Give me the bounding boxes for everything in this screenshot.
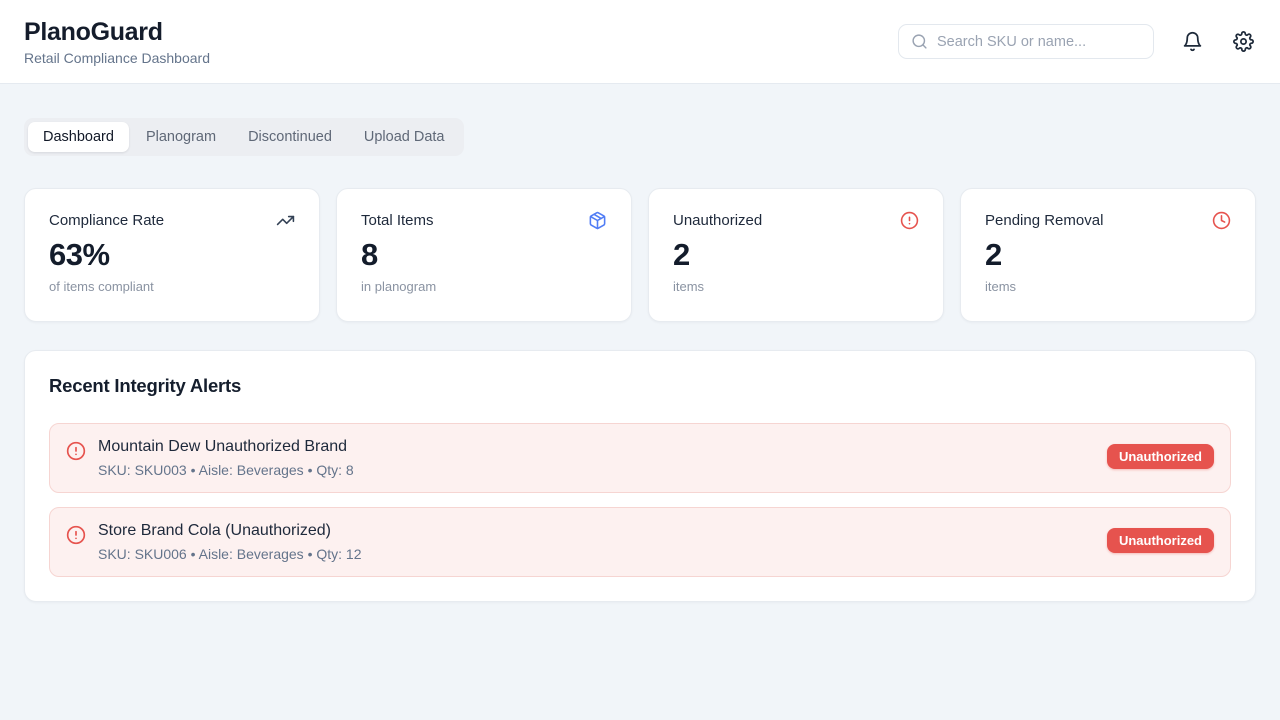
trending-up-icon xyxy=(276,211,295,230)
stat-card-total-items: Total Items 8 in planogram xyxy=(336,188,632,322)
stats-row: Compliance Rate 63% of items compliant T… xyxy=(24,188,1256,322)
stat-value: 2 xyxy=(673,237,690,272)
alert-row: Store Brand Cola (Unauthorized) SKU: SKU… xyxy=(49,507,1231,577)
app-title: PlanoGuard xyxy=(24,18,163,46)
status-badge-unauthorized: Unauthorized xyxy=(1106,444,1214,469)
search-input[interactable] xyxy=(937,33,1141,50)
clock-icon xyxy=(1212,211,1231,230)
stat-value: 8 xyxy=(361,237,378,272)
stat-label: Unauthorized xyxy=(673,212,763,229)
stat-subtext: of items compliant xyxy=(49,279,154,295)
search-icon xyxy=(911,33,928,50)
stat-card-compliance-rate: Compliance Rate 63% of items compliant xyxy=(24,188,320,322)
header-actions xyxy=(898,24,1256,59)
alert-item-name: Store Brand Cola (Unauthorized) xyxy=(98,522,332,539)
notifications-button[interactable] xyxy=(1180,29,1205,54)
alerts-panel: Recent Integrity Alerts Mountain Dew Una… xyxy=(24,350,1256,602)
stat-card-pending-removal: Pending Removal 2 items xyxy=(960,188,1256,322)
brand: PlanoGuard Retail Compliance Dashboard xyxy=(24,17,210,66)
alert-item-meta: SKU: SKU003 • Aisle: Beverages • Qty: 8 xyxy=(98,462,354,478)
stat-subtext: items xyxy=(673,279,705,295)
alert-circle-icon xyxy=(900,211,919,230)
stat-subtext: items xyxy=(985,279,1017,295)
stat-value: 63% xyxy=(49,237,110,272)
stat-value: 2 xyxy=(985,237,1002,272)
tab-discontinued[interactable]: Discontinued xyxy=(233,122,347,152)
gear-icon xyxy=(1233,31,1254,52)
app-header: PlanoGuard Retail Compliance Dashboard xyxy=(0,0,1280,84)
alert-item-name: Mountain Dew Unauthorized Brand xyxy=(98,438,348,455)
tab-dashboard[interactable]: Dashboard xyxy=(28,122,129,152)
tab-upload-data[interactable]: Upload Data xyxy=(349,122,460,152)
package-icon xyxy=(588,211,607,230)
stat-label: Pending Removal xyxy=(985,212,1104,229)
stat-label: Compliance Rate xyxy=(49,212,165,229)
stat-card-unauthorized: Unauthorized 2 items xyxy=(648,188,944,322)
alert-row: Mountain Dew Unauthorized Brand SKU: SKU… xyxy=(49,423,1231,493)
alert-item-meta: SKU: SKU006 • Aisle: Beverages • Qty: 12 xyxy=(98,546,362,562)
alert-body: Store Brand Cola (Unauthorized) SKU: SKU… xyxy=(98,522,1095,562)
bell-icon xyxy=(1182,31,1203,52)
status-badge-unauthorized: Unauthorized xyxy=(1106,528,1214,553)
app-subtitle: Retail Compliance Dashboard xyxy=(24,50,210,66)
tab-bar: Dashboard Planogram Discontinued Upload … xyxy=(24,118,464,156)
main-content: Dashboard Planogram Discontinued Upload … xyxy=(0,84,1280,602)
alert-circle-icon xyxy=(66,525,86,545)
search-box[interactable] xyxy=(898,24,1154,59)
alert-circle-icon xyxy=(66,441,86,461)
tab-planogram[interactable]: Planogram xyxy=(131,122,231,152)
alerts-title: Recent Integrity Alerts xyxy=(49,375,242,396)
settings-button[interactable] xyxy=(1231,29,1256,54)
alert-body: Mountain Dew Unauthorized Brand SKU: SKU… xyxy=(98,438,1095,478)
stat-subtext: in planogram xyxy=(361,279,437,295)
stat-label: Total Items xyxy=(361,212,434,229)
